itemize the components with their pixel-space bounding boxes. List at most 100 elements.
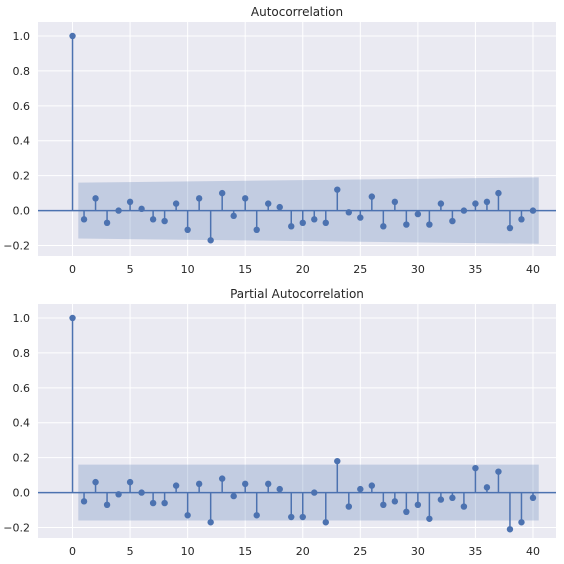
chart-title: Partial Autocorrelation xyxy=(230,287,364,301)
y-tick-label: −0.2 xyxy=(3,522,30,535)
stem-marker xyxy=(103,219,111,227)
x-tick-label: 25 xyxy=(353,545,367,558)
y-tick-label: 0.6 xyxy=(13,100,31,113)
stem-marker xyxy=(529,207,537,214)
stem-marker xyxy=(288,223,295,230)
stem-marker xyxy=(426,221,433,228)
plot-area xyxy=(38,22,556,256)
pacf-panel: 0 5 10 15 20 25 30 35 40 −0.2 0.0 0.2 0.4 0.6 0.8 1.0 Pa… xyxy=(3,287,556,558)
stem-marker xyxy=(403,221,410,228)
stem-marker xyxy=(230,212,237,220)
y-tick-label: 0.8 xyxy=(13,347,31,360)
stem-marker xyxy=(69,314,76,322)
y-tick-label: 0.8 xyxy=(13,65,31,78)
stem-marker xyxy=(506,224,514,232)
stem-marker xyxy=(69,32,76,40)
x-tick-label: 10 xyxy=(181,263,195,276)
stem-marker xyxy=(460,503,468,510)
stem-marker xyxy=(184,512,191,519)
stem-marker xyxy=(103,501,111,509)
stem-marker xyxy=(437,200,445,207)
stem-marker xyxy=(184,226,191,234)
stem-marker xyxy=(253,226,260,234)
stem-marker xyxy=(115,207,122,214)
stem-marker xyxy=(195,480,203,488)
stem-marker xyxy=(380,223,387,230)
chart-title: Autocorrelation xyxy=(251,5,343,19)
y-tick-label: 1.0 xyxy=(13,30,31,43)
stem-marker xyxy=(391,198,399,206)
stem-marker xyxy=(437,496,445,503)
stem-marker xyxy=(230,492,237,500)
stem-marker xyxy=(345,209,352,216)
stem-marker xyxy=(276,485,283,493)
stem-marker xyxy=(311,489,318,496)
x-tick-label: 30 xyxy=(411,263,425,276)
stem-marker xyxy=(357,485,364,493)
stem-marker xyxy=(138,489,145,496)
x-tick-label: 0 xyxy=(69,263,76,276)
stem-marker xyxy=(506,526,514,533)
stem-marker xyxy=(449,217,456,225)
x-tick-label: 5 xyxy=(127,263,134,276)
stem-marker xyxy=(253,512,260,519)
stem-marker xyxy=(311,216,318,223)
stem-marker xyxy=(92,478,99,486)
stem-marker xyxy=(207,519,214,526)
x-tick-label: 35 xyxy=(468,263,482,276)
stem-marker xyxy=(495,468,502,475)
x-tick-label: 5 xyxy=(127,545,134,558)
x-tick-label: 0 xyxy=(69,545,76,558)
stem-marker xyxy=(391,498,399,505)
stem-marker xyxy=(495,189,502,197)
y-tick-label: 0.0 xyxy=(13,205,31,218)
stem-marker xyxy=(357,214,364,221)
stem-marker xyxy=(149,499,157,507)
y-tick-label: −0.2 xyxy=(3,240,30,253)
x-tick-label: 40 xyxy=(526,263,540,276)
x-tick-label: 35 xyxy=(468,545,482,558)
stem-marker xyxy=(149,216,157,223)
acf-panel: 0 5 10 15 20 25 30 35 40 −0.2 0.0 0.2 0.4 0.6 0.8 1.0 Au… xyxy=(3,5,556,276)
stem-marker xyxy=(265,480,272,488)
stem-marker xyxy=(138,205,145,213)
stem-marker xyxy=(242,195,249,202)
stem-marker xyxy=(460,207,468,214)
stem-marker xyxy=(172,482,180,489)
stem-marker xyxy=(322,519,329,526)
stem-marker xyxy=(368,193,376,200)
stem-marker xyxy=(172,200,180,207)
stem-marker xyxy=(334,457,341,465)
stem-marker xyxy=(288,513,295,521)
y-tick-label: 0.6 xyxy=(13,382,31,395)
y-tick-label: 0.4 xyxy=(13,417,31,430)
y-tick-label: 0.4 xyxy=(13,135,31,148)
x-tick-label: 40 xyxy=(526,545,540,558)
stem-marker xyxy=(414,501,422,509)
stem-marker xyxy=(380,501,387,509)
stem-marker xyxy=(299,219,306,227)
stem-marker xyxy=(126,478,134,486)
stem-marker xyxy=(276,203,283,211)
x-tick-label: 15 xyxy=(238,545,252,558)
stem-marker xyxy=(115,491,122,498)
stem-marker xyxy=(161,217,168,225)
stem-marker xyxy=(345,503,352,510)
stem-marker xyxy=(403,508,410,516)
stem-marker xyxy=(483,484,491,491)
x-tick-label: 25 xyxy=(353,263,367,276)
x-tick-label: 20 xyxy=(296,545,310,558)
stem-marker xyxy=(80,216,88,223)
stem-marker xyxy=(207,237,214,244)
stem-marker xyxy=(368,482,376,489)
x-tick-label: 10 xyxy=(181,545,195,558)
stem-marker xyxy=(195,195,203,202)
stem-marker xyxy=(218,475,226,482)
stem-marker xyxy=(161,499,168,507)
stem-marker xyxy=(242,480,249,488)
stem-marker xyxy=(92,195,99,202)
stem-marker xyxy=(126,198,134,206)
stem-marker xyxy=(472,464,479,472)
